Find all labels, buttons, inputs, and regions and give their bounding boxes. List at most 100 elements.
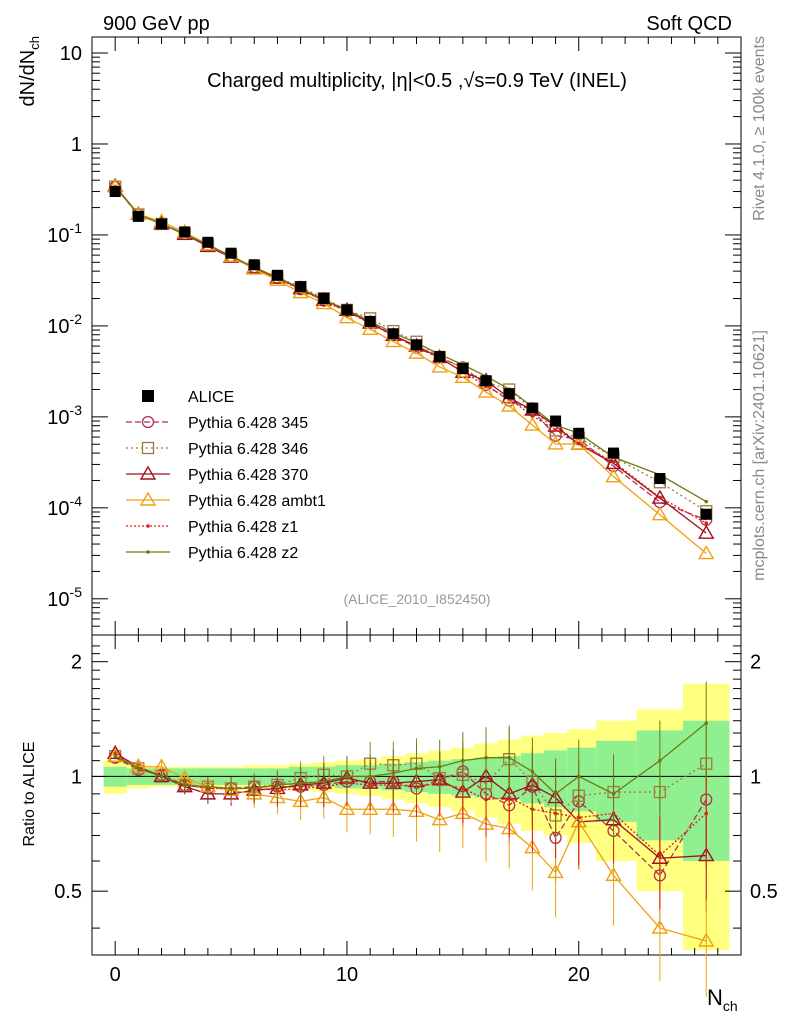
ratio-y-tick-label: 1 (71, 766, 82, 788)
legend-label: Pythia 6.428 345 (188, 415, 308, 432)
ratio-point (658, 758, 662, 763)
ratio-point (461, 758, 465, 763)
ratio-point (414, 766, 419, 771)
ratio-point (206, 784, 210, 789)
ratio-point (275, 783, 280, 787)
series-point (530, 414, 535, 418)
ratio-series-line (114, 757, 707, 877)
ratio-y-tick-label-right: 2 (750, 652, 761, 674)
legend-label: Pythia 6.428 346 (188, 441, 308, 458)
ratio-y-tick-label-right: 1 (750, 766, 761, 788)
ratio-point (547, 864, 564, 879)
ratio-point (252, 786, 257, 791)
ratio-point (345, 774, 349, 779)
series-layer (106, 177, 715, 997)
alice-point (295, 281, 307, 293)
header-right: Soft QCD (646, 13, 732, 35)
alice-point (364, 315, 376, 327)
alice-point (480, 375, 492, 387)
ratio-point (605, 866, 622, 882)
series-3 (106, 178, 715, 997)
ratio-point (484, 755, 488, 760)
legend-label: Pythia 6.428 z2 (188, 545, 298, 562)
alice-point (341, 304, 353, 316)
series-point (524, 416, 541, 431)
alice-point (526, 402, 538, 414)
series-point (704, 521, 709, 525)
ratio-point (437, 764, 442, 769)
series-point (698, 545, 715, 560)
ratio-y-axis-label: Ratio to ALICE (21, 742, 38, 847)
alice-point (434, 351, 446, 363)
alice-point (271, 269, 283, 281)
alice-point (503, 388, 515, 400)
legend-label: Pythia 6.428 370 (188, 467, 308, 484)
ratio-point (159, 774, 164, 779)
x-axis-label: Nch (707, 985, 738, 1014)
alice-point (156, 218, 168, 230)
ratio-point (484, 797, 488, 802)
series-point (576, 441, 581, 445)
ratio-point (182, 783, 187, 787)
legend-label: ALICE (188, 389, 234, 406)
ratio-point (199, 785, 217, 800)
series-point (658, 495, 662, 500)
series-point (361, 320, 379, 335)
series-point (570, 435, 587, 450)
series-point (454, 368, 472, 384)
legend-marker (146, 550, 150, 554)
legend-marker (139, 491, 157, 506)
legend-marker (142, 390, 154, 402)
ratio-y-tick-label: 2 (71, 652, 82, 674)
ratio-point (651, 919, 669, 934)
alice-point (654, 473, 666, 485)
series-point (338, 309, 356, 324)
alice-point (248, 259, 260, 271)
rivet-label: Rivet 4.1.0, ≥ 100k events (751, 36, 768, 221)
header-left: 900 GeV pp (103, 13, 210, 35)
legend: ALICE Pythia 6.428 345 Pythia 6.428 346 Pyt… (126, 389, 326, 562)
ratio-point (361, 800, 379, 815)
y-tick-label: 10-3 (47, 402, 82, 429)
y-tick-label: 10-4 (47, 493, 82, 520)
axes-frame: 0 10 20 10 1 10-1 10-2 10-3 10-4 10-5 2 2 1 1 0.5 0.5 (47, 36, 778, 986)
ratio-point (611, 792, 616, 796)
y-tick-label: 1 (71, 134, 82, 156)
ratio-point (106, 747, 124, 762)
alice-point (411, 339, 422, 351)
ratio-point (106, 744, 124, 759)
ratio-point (507, 795, 512, 800)
series-point (477, 383, 495, 398)
series-point (704, 499, 709, 504)
legend-marker (141, 415, 155, 429)
alice-point (225, 247, 237, 259)
alice-point (202, 236, 214, 248)
ratio-point (368, 774, 372, 779)
ratio-point (553, 792, 558, 796)
alice-point (109, 186, 121, 198)
alice-point (608, 447, 620, 459)
ratio-point (229, 786, 233, 791)
y-tick-label: 10-5 (47, 584, 82, 611)
y-tick-label: 10-2 (47, 311, 82, 338)
series-point (651, 489, 669, 504)
legend-label: Pythia 6.428 ambt1 (188, 493, 326, 510)
chart-title: Charged multiplicity, |η|<0.5 ,√s=0.9 Te… (207, 70, 627, 92)
ratio-series-line (114, 722, 707, 795)
ratio-point (576, 774, 581, 779)
alice-point (550, 415, 562, 427)
legend-label: Pythia 6.428 z1 (188, 519, 298, 536)
mcplots-label: mcplots.cern.ch [arXiv:2401.10621] (751, 330, 768, 581)
alice-point (573, 427, 585, 439)
ratio-point (698, 932, 715, 947)
alice-data-layer (109, 186, 712, 520)
series-point (431, 358, 448, 373)
y-tick-label: 10 (60, 43, 82, 65)
legend-marker (146, 524, 150, 528)
ratio-point (524, 839, 541, 854)
ratio-y-tick-label: 0.5 (54, 881, 82, 903)
x-tick-label: 0 (110, 964, 121, 986)
y-axis-label: dN/dNch (17, 36, 42, 106)
series-point (651, 506, 669, 521)
ratio-y-tick-label-right: 0.5 (750, 881, 778, 903)
